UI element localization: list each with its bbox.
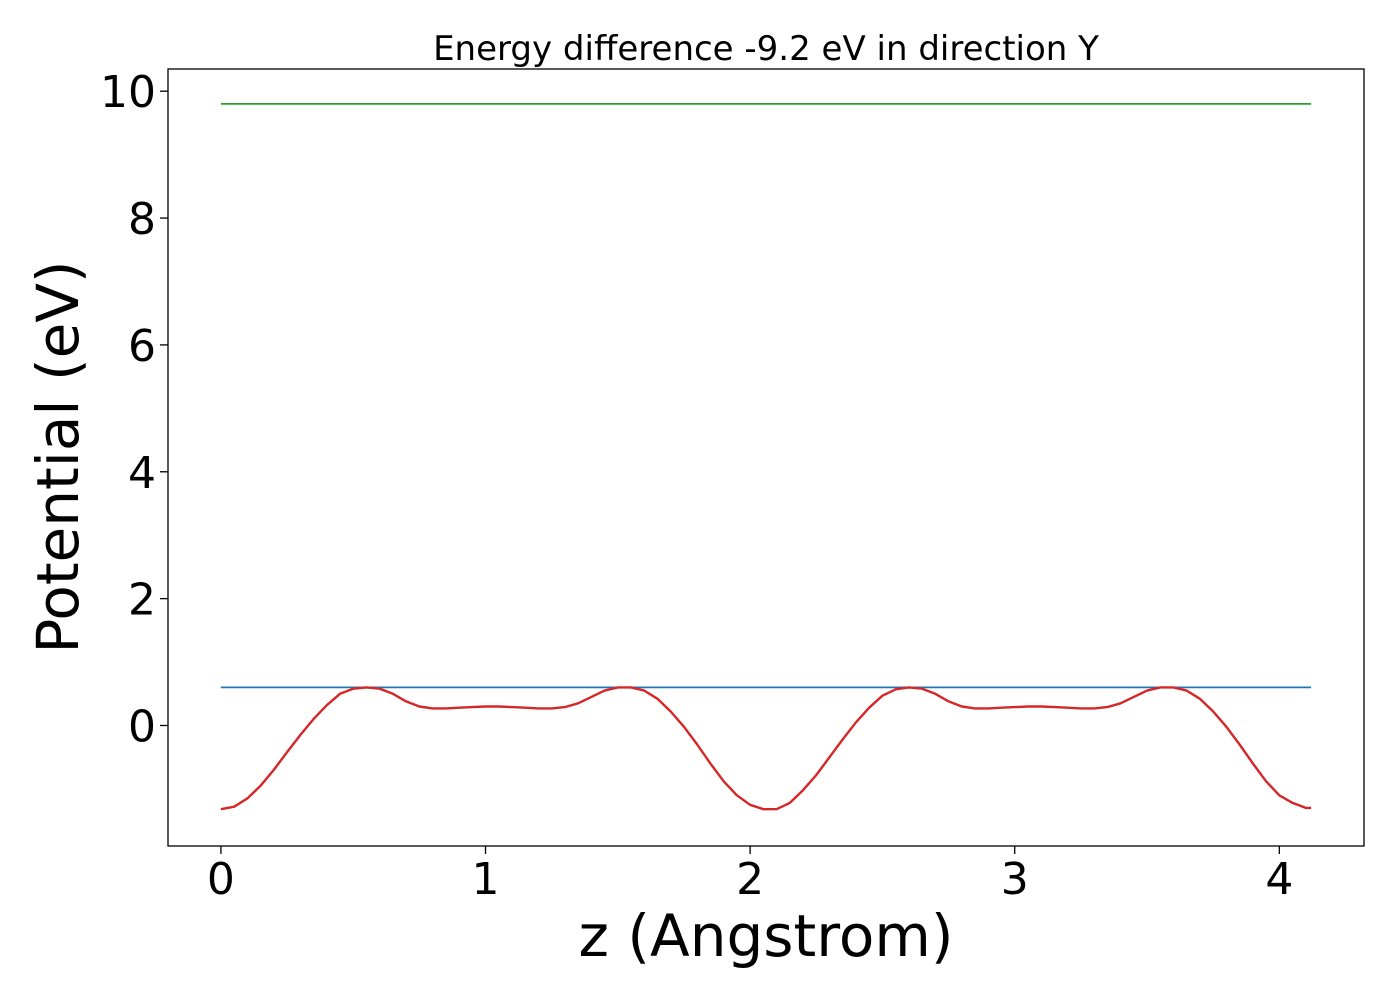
- y-tick-label: 2: [128, 575, 156, 626]
- y-axis: 0 2 4 6 8 10: [100, 67, 168, 752]
- y-tick-label: 8: [128, 194, 156, 245]
- y-axis-label: Potential (eV): [24, 260, 92, 653]
- x-tick-label: 1: [472, 854, 500, 905]
- series-layer: [220, 103, 1312, 811]
- x-axis-label: z (Angstrom): [579, 902, 954, 970]
- y-tick-label: 4: [128, 448, 156, 499]
- chart-title: Energy difference -9.2 eV in direction Y: [433, 29, 1099, 69]
- y-tick-label: 0: [128, 701, 156, 752]
- x-tick-label: 4: [1265, 854, 1293, 905]
- x-tick-label: 3: [1001, 854, 1029, 905]
- series-line-0: [220, 686, 1312, 811]
- x-tick-label: 0: [207, 854, 235, 905]
- y-tick-label: 10: [100, 67, 156, 118]
- x-tick-label: 2: [736, 854, 764, 905]
- x-axis: 0 1 2 3 4: [207, 846, 1293, 905]
- y-tick-label: 6: [128, 321, 156, 372]
- plot-frame: [167, 68, 1365, 847]
